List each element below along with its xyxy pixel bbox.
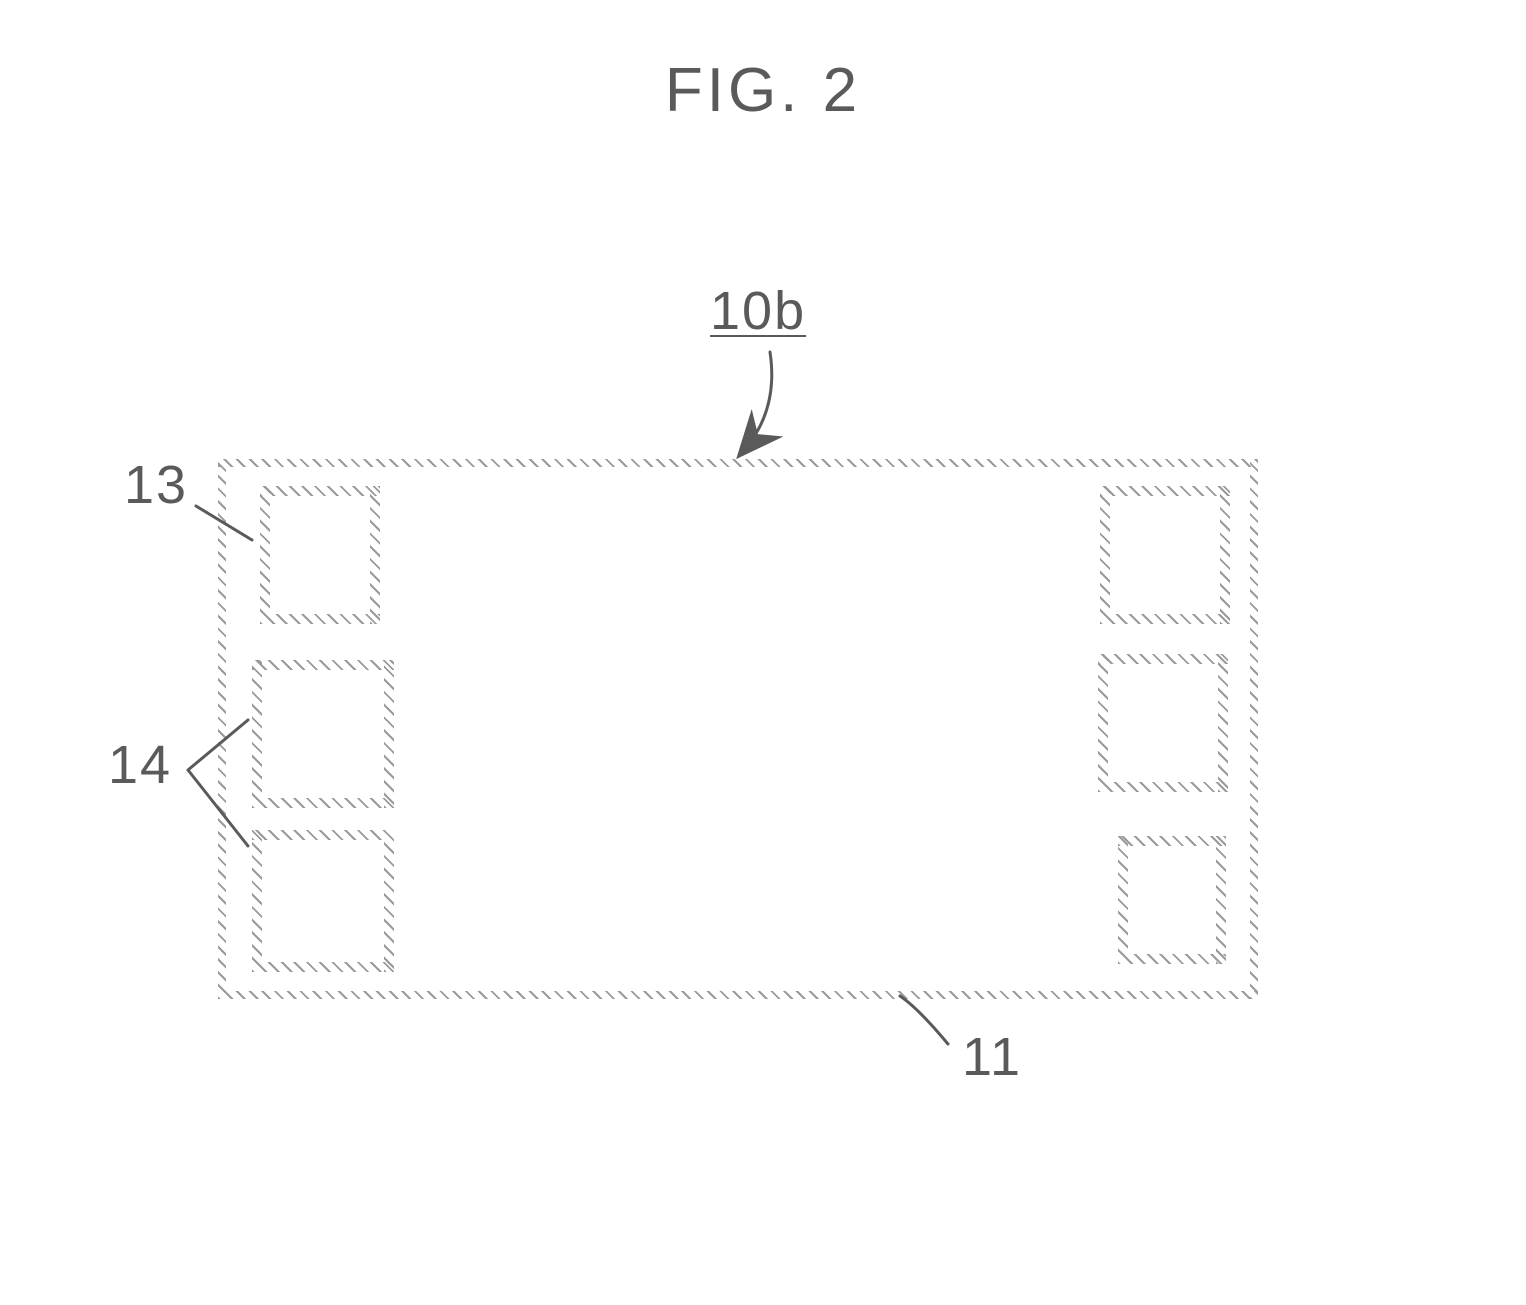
pad-left-0 xyxy=(260,486,380,624)
ref-label-10b: 10b xyxy=(710,280,806,342)
pad-right-0 xyxy=(1100,486,1230,624)
ref-label-14: 14 xyxy=(108,734,172,796)
pad-left-1 xyxy=(252,660,394,808)
ref-label-11: 11 xyxy=(962,1026,1022,1088)
figure-title: FIG. 2 xyxy=(0,55,1526,126)
figure-stage: FIG. 2 10b 13 14 11 xyxy=(0,0,1526,1305)
pad-left-2 xyxy=(252,830,394,972)
pad-right-2 xyxy=(1118,836,1226,964)
pad-right-1 xyxy=(1098,654,1228,792)
ref-label-13: 13 xyxy=(124,454,188,516)
